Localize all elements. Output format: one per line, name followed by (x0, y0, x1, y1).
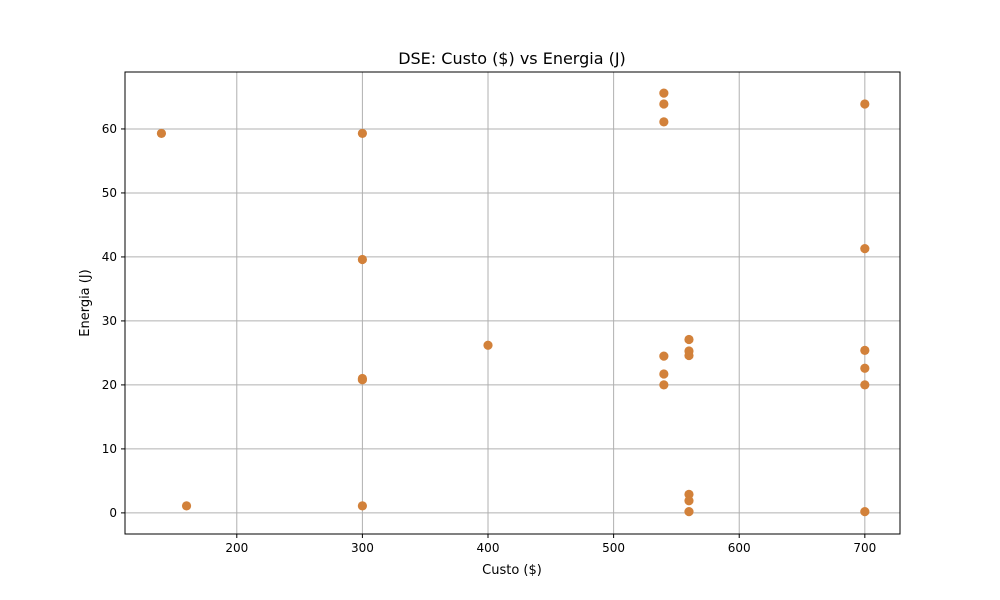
x-tick-label: 300 (351, 541, 374, 555)
data-point (357, 501, 367, 511)
data-points (156, 88, 870, 517)
data-point (860, 345, 870, 355)
x-tick-label: 700 (853, 541, 876, 555)
data-point (860, 507, 870, 517)
data-point (659, 99, 669, 109)
x-tick-label: 500 (602, 541, 625, 555)
axis-ticks: 200 300 400 500 600 700 0 10 20 30 40 50 60 (102, 122, 877, 555)
x-tick-label: 400 (477, 541, 500, 555)
x-tick-label: 600 (728, 541, 751, 555)
y-tick-label: 50 (102, 186, 117, 200)
data-point (357, 128, 367, 139)
data-point (684, 496, 694, 506)
data-point (659, 351, 669, 361)
plot-frame (124, 71, 901, 535)
y-tick-label: 20 (102, 378, 117, 392)
data-point (659, 369, 669, 379)
data-point (483, 340, 493, 350)
y-tick-label: 30 (102, 314, 117, 328)
y-tick-label: 0 (109, 506, 117, 520)
data-point (659, 88, 669, 98)
data-point (659, 380, 669, 390)
y-tick-label: 10 (102, 442, 117, 456)
data-point (684, 507, 694, 517)
data-point (860, 363, 870, 373)
y-tick-label: 40 (102, 250, 117, 264)
data-point (659, 117, 669, 127)
x-tick-label: 200 (225, 541, 248, 555)
data-point (181, 501, 192, 511)
data-point (860, 99, 870, 109)
data-point (357, 254, 367, 265)
x-axis-label: Custo ($) (482, 563, 542, 578)
chart-title: DSE: Custo ($) vs Energia (J) (398, 49, 626, 68)
data-point (860, 380, 870, 390)
data-point (357, 375, 367, 385)
data-point (684, 350, 694, 361)
y-axis-label: Energia (J) (78, 269, 93, 337)
y-tick-label: 60 (102, 122, 117, 136)
data-point (684, 334, 694, 345)
data-point (860, 244, 870, 254)
data-point (156, 128, 167, 139)
grid-lines (125, 72, 900, 534)
data-point (684, 489, 694, 499)
